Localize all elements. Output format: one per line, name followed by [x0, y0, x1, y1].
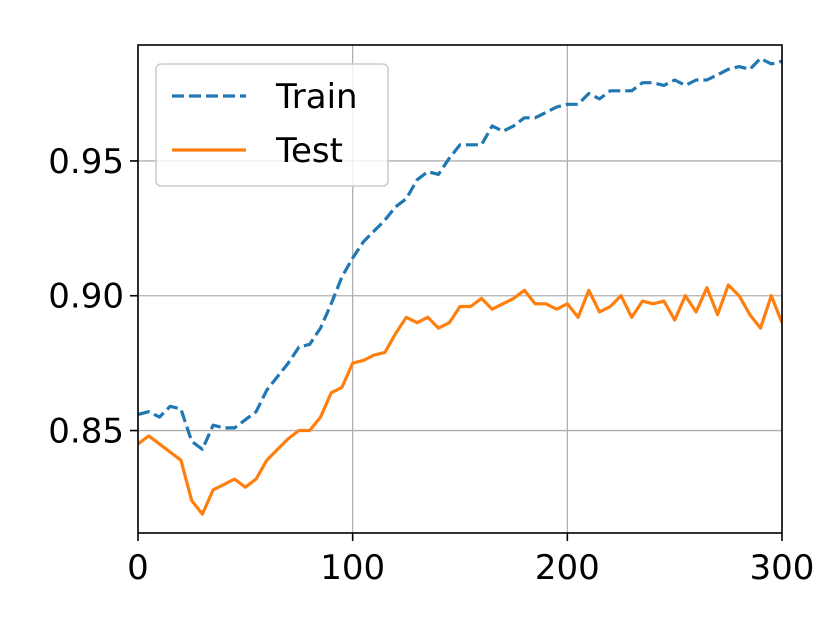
axis-ticks: 0 100 200 300 0.85 0.90 0.95 — [48, 142, 814, 588]
y-tick-label: 0.95 — [48, 142, 124, 182]
x-tick-label: 300 — [750, 548, 815, 588]
x-tick-label: 0 — [127, 548, 149, 588]
series-line-train — [138, 56, 782, 451]
plot-frame — [137, 44, 783, 534]
legend: Train Test — [155, 63, 389, 187]
x-tick-label: 100 — [320, 548, 385, 588]
y-tick-label: 0.85 — [48, 412, 124, 452]
legend-label-train: Train — [275, 77, 358, 117]
series-line-test — [138, 283, 782, 516]
series-lines — [138, 56, 782, 516]
y-tick-label: 0.90 — [48, 277, 124, 317]
x-tick-label: 200 — [535, 548, 600, 588]
legend-label-test: Test — [275, 131, 343, 171]
